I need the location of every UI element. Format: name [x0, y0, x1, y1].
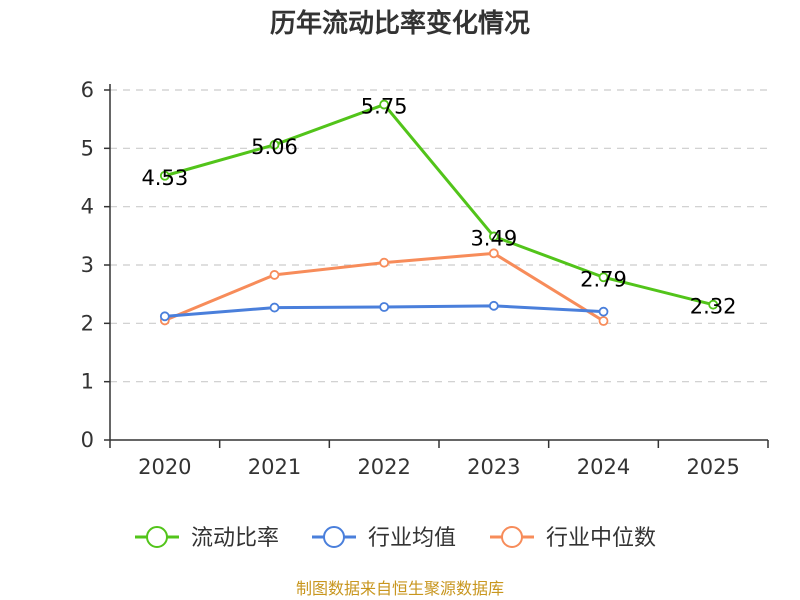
data-point[interactable]	[269, 270, 280, 280]
y-tick-label: 6	[81, 78, 94, 102]
source-note: 制图数据来自恒生聚源数据库	[296, 579, 504, 598]
y-tick-label: 0	[81, 428, 94, 452]
data-point[interactable]	[488, 231, 499, 242]
series-line-0	[164, 103, 714, 307]
data-point[interactable]	[269, 139, 280, 150]
data-point[interactable]	[379, 302, 390, 312]
legend-marker[interactable]	[501, 526, 523, 548]
x-tick-label: 2023	[467, 455, 520, 479]
data-point[interactable]	[269, 302, 280, 313]
grid-lines	[110, 89, 768, 383]
data-point[interactable]	[598, 316, 609, 326]
y-tick-label: 3	[81, 253, 94, 277]
data-point[interactable]	[379, 257, 390, 268]
data-label: 2.32	[690, 295, 737, 319]
legend-label[interactable]: 行业均值	[368, 526, 456, 551]
y-tick-label: 1	[81, 370, 94, 394]
axes: 0 1 2 3 4 5 6 2020 2021 2022 2023 2024 2025	[81, 78, 769, 479]
data-point[interactable]	[159, 311, 170, 322]
legend[interactable]: 流动比率 行业均值 行业中位数	[135, 526, 656, 551]
data-labels: 4.53 5.06 5.75 3.49 2.79 2.32	[141, 95, 736, 319]
data-point[interactable]	[488, 248, 499, 259]
y-tick-label: 4	[81, 195, 94, 219]
data-point[interactable]	[379, 99, 390, 110]
data-point[interactable]	[708, 299, 719, 310]
legend-label[interactable]: 行业中位数	[546, 526, 656, 551]
chart-title: 历年流动比率变化情况	[270, 8, 530, 39]
y-tick-label: 2	[81, 311, 94, 335]
data-point[interactable]	[159, 170, 170, 181]
data-point[interactable]	[488, 300, 499, 311]
y-tick-label: 5	[81, 136, 94, 160]
legend-marker[interactable]	[323, 526, 345, 548]
legend-label[interactable]: 流动比率	[191, 526, 279, 551]
x-tick-label: 2022	[357, 455, 410, 479]
x-tick-label: 2024	[577, 455, 630, 479]
x-tick-label: 2021	[248, 455, 301, 479]
data-label: 2.79	[580, 267, 627, 291]
data-label: 3.49	[470, 226, 517, 250]
x-tick-label: 2020	[138, 455, 191, 479]
data-label: 5.06	[251, 135, 298, 159]
series-layer	[159, 99, 719, 326]
legend-marker[interactable]	[146, 526, 168, 548]
data-label: 4.53	[141, 166, 188, 190]
data-point[interactable]	[598, 306, 609, 317]
data-label: 5.75	[361, 95, 408, 119]
x-tick-label: 2025	[686, 455, 739, 479]
data-point[interactable]	[598, 272, 609, 283]
